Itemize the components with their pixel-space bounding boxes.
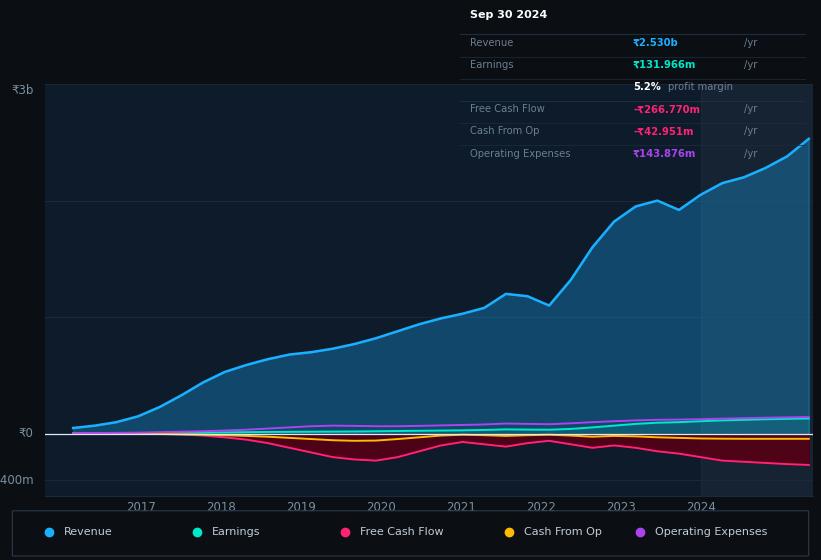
Text: Sep 30 2024: Sep 30 2024 [470,10,548,20]
Text: profit margin: profit margin [667,82,732,92]
Text: Earnings: Earnings [470,60,514,70]
Text: -₹266.770m: -₹266.770m [633,104,700,114]
Text: Revenue: Revenue [64,528,112,538]
Text: 5.2%: 5.2% [633,82,661,92]
Text: ₹3b: ₹3b [11,84,34,97]
Text: ₹0: ₹0 [19,427,34,440]
Text: ₹131.966m: ₹131.966m [633,60,696,70]
Bar [701,84,813,496]
Text: -₹400m: -₹400m [0,474,34,487]
Text: /yr: /yr [744,38,757,48]
Text: Cash From Op: Cash From Op [470,127,539,137]
Text: Cash From Op: Cash From Op [524,528,602,538]
Text: -₹42.951m: -₹42.951m [633,127,694,137]
Text: Free Cash Flow: Free Cash Flow [360,528,443,538]
Text: /yr: /yr [744,148,757,158]
FancyBboxPatch shape [12,511,809,556]
Text: Operating Expenses: Operating Expenses [470,148,571,158]
Text: ₹2.530b: ₹2.530b [633,38,679,48]
Text: /yr: /yr [744,60,757,70]
Text: Operating Expenses: Operating Expenses [655,528,768,538]
Text: /yr: /yr [744,127,757,137]
Text: Free Cash Flow: Free Cash Flow [470,104,545,114]
Text: ₹143.876m: ₹143.876m [633,148,696,158]
Text: Revenue: Revenue [470,38,514,48]
Text: Earnings: Earnings [212,528,260,538]
Text: /yr: /yr [744,104,757,114]
